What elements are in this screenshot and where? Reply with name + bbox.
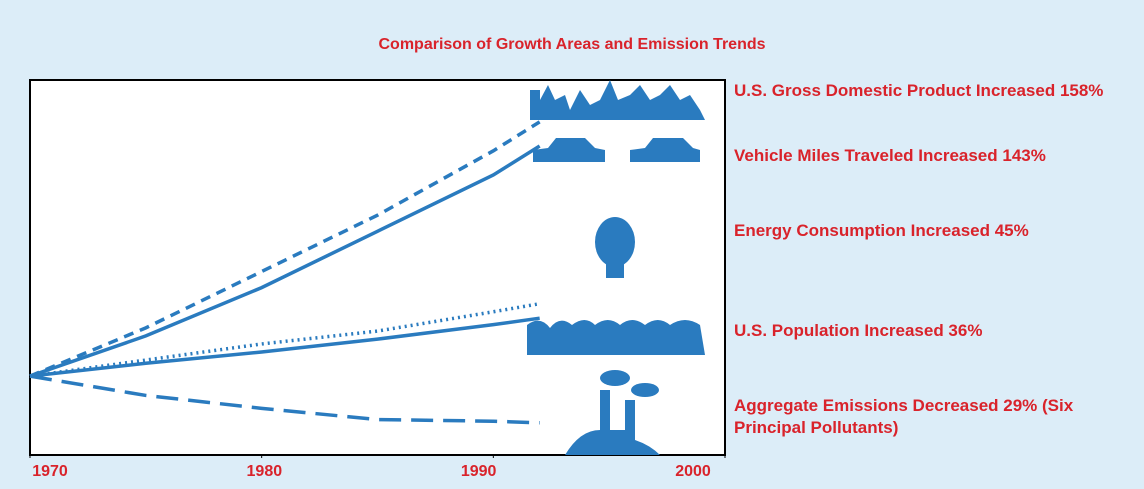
car-icon: [533, 138, 605, 162]
series-label: U.S. Population Increased 36%: [734, 321, 983, 340]
smoke: [631, 383, 659, 397]
icons: [527, 80, 705, 455]
factory-icon: [565, 390, 660, 455]
x-tick-label: 1980: [247, 463, 283, 480]
series-line: [29, 301, 540, 378]
crowd-icon: [527, 320, 705, 355]
series-line: [29, 120, 541, 378]
series-line: [29, 374, 540, 425]
series-label: Aggregate Emissions Decreased 29% (Six P…: [734, 396, 1074, 437]
x-tick-label: 1990: [461, 463, 497, 480]
series-line: [29, 144, 541, 378]
x-tick-label: 2000: [675, 463, 711, 480]
series-label: Vehicle Miles Traveled Increased 143%: [734, 146, 1046, 165]
smoke: [600, 370, 630, 386]
series-label: Energy Consumption Increased 45%: [734, 221, 1029, 240]
city-icon: [530, 80, 705, 120]
series-label: U.S. Gross Domestic Product Increased 15…: [734, 81, 1104, 100]
car-icon: [630, 138, 700, 162]
bulb-base: [606, 262, 624, 278]
bulb-icon: [595, 217, 635, 267]
series-line: [29, 316, 540, 378]
chart-title: Comparison of Growth Areas and Emission …: [378, 36, 765, 53]
x-tick-label: 1970: [32, 463, 68, 480]
